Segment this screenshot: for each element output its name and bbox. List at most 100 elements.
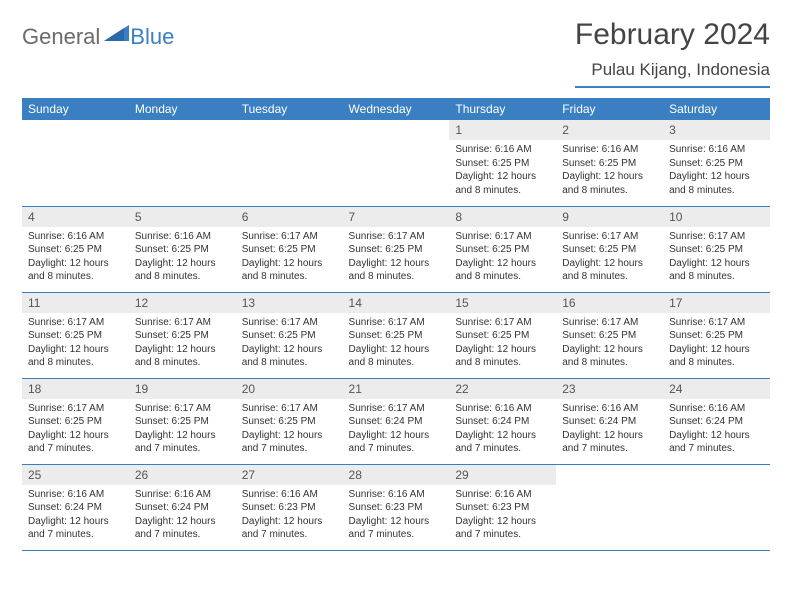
calendar-cell: 26Sunrise: 6:16 AMSunset: 6:24 PMDayligh… [129,464,236,550]
day-number: 14 [343,293,450,313]
day-details: Sunrise: 6:17 AMSunset: 6:25 PMDaylight:… [22,313,129,374]
logo-triangle-icon [104,22,130,48]
calendar-header-row: SundayMondayTuesdayWednesdayThursdayFrid… [22,98,770,120]
day-header: Sunday [22,98,129,120]
calendar-cell [343,120,450,206]
calendar-cell: 10Sunrise: 6:17 AMSunset: 6:25 PMDayligh… [663,206,770,292]
calendar-cell: 9Sunrise: 6:17 AMSunset: 6:25 PMDaylight… [556,206,663,292]
day-number: 26 [129,465,236,485]
day-number: 25 [22,465,129,485]
day-number: 16 [556,293,663,313]
day-number-empty [129,120,236,140]
day-details: Sunrise: 6:16 AMSunset: 6:23 PMDaylight:… [236,485,343,546]
day-number: 1 [449,120,556,140]
calendar-cell: 14Sunrise: 6:17 AMSunset: 6:25 PMDayligh… [343,292,450,378]
calendar-cell [236,120,343,206]
day-details: Sunrise: 6:17 AMSunset: 6:25 PMDaylight:… [663,313,770,374]
day-header: Thursday [449,98,556,120]
day-details: Sunrise: 6:16 AMSunset: 6:25 PMDaylight:… [449,140,556,201]
day-number: 11 [22,293,129,313]
day-number-empty [663,465,770,485]
calendar-week-row: 18Sunrise: 6:17 AMSunset: 6:25 PMDayligh… [22,378,770,464]
calendar-body: 1Sunrise: 6:16 AMSunset: 6:25 PMDaylight… [22,120,770,550]
day-details: Sunrise: 6:17 AMSunset: 6:25 PMDaylight:… [236,399,343,460]
calendar-cell: 28Sunrise: 6:16 AMSunset: 6:23 PMDayligh… [343,464,450,550]
day-number: 4 [22,207,129,227]
day-number: 7 [343,207,450,227]
day-number: 27 [236,465,343,485]
calendar-cell: 1Sunrise: 6:16 AMSunset: 6:25 PMDaylight… [449,120,556,206]
day-details: Sunrise: 6:17 AMSunset: 6:25 PMDaylight:… [22,399,129,460]
day-number: 15 [449,293,556,313]
day-details: Sunrise: 6:17 AMSunset: 6:24 PMDaylight:… [343,399,450,460]
day-number: 2 [556,120,663,140]
day-number: 20 [236,379,343,399]
calendar-cell: 25Sunrise: 6:16 AMSunset: 6:24 PMDayligh… [22,464,129,550]
day-number: 12 [129,293,236,313]
day-details: Sunrise: 6:16 AMSunset: 6:25 PMDaylight:… [129,227,236,288]
logo-text-1: General [22,24,100,50]
day-number: 3 [663,120,770,140]
day-details: Sunrise: 6:17 AMSunset: 6:25 PMDaylight:… [343,313,450,374]
page-title: February 2024 [575,18,770,52]
calendar-cell [129,120,236,206]
calendar-week-row: 4Sunrise: 6:16 AMSunset: 6:25 PMDaylight… [22,206,770,292]
day-number: 9 [556,207,663,227]
location-label: Pulau Kijang, Indonesia [575,60,770,88]
logo: General Blue [22,18,174,50]
header: General Blue February 2024 Pulau Kijang,… [22,18,770,88]
calendar-cell [663,464,770,550]
day-details: Sunrise: 6:16 AMSunset: 6:23 PMDaylight:… [449,485,556,546]
calendar-cell: 18Sunrise: 6:17 AMSunset: 6:25 PMDayligh… [22,378,129,464]
day-number: 28 [343,465,450,485]
day-number: 5 [129,207,236,227]
calendar-cell: 12Sunrise: 6:17 AMSunset: 6:25 PMDayligh… [129,292,236,378]
calendar-cell: 6Sunrise: 6:17 AMSunset: 6:25 PMDaylight… [236,206,343,292]
day-details: Sunrise: 6:16 AMSunset: 6:24 PMDaylight:… [663,399,770,460]
calendar-table: SundayMondayTuesdayWednesdayThursdayFrid… [22,98,770,551]
calendar-cell: 24Sunrise: 6:16 AMSunset: 6:24 PMDayligh… [663,378,770,464]
day-header: Tuesday [236,98,343,120]
day-details: Sunrise: 6:16 AMSunset: 6:25 PMDaylight:… [556,140,663,201]
calendar-cell: 2Sunrise: 6:16 AMSunset: 6:25 PMDaylight… [556,120,663,206]
day-number-empty [343,120,450,140]
day-details: Sunrise: 6:17 AMSunset: 6:25 PMDaylight:… [449,227,556,288]
calendar-week-row: 11Sunrise: 6:17 AMSunset: 6:25 PMDayligh… [22,292,770,378]
calendar-cell: 15Sunrise: 6:17 AMSunset: 6:25 PMDayligh… [449,292,556,378]
day-details: Sunrise: 6:17 AMSunset: 6:25 PMDaylight:… [236,227,343,288]
day-number: 24 [663,379,770,399]
logo-text-2: Blue [130,24,174,50]
calendar-cell: 23Sunrise: 6:16 AMSunset: 6:24 PMDayligh… [556,378,663,464]
day-details: Sunrise: 6:17 AMSunset: 6:25 PMDaylight:… [129,399,236,460]
day-details: Sunrise: 6:16 AMSunset: 6:24 PMDaylight:… [129,485,236,546]
day-number: 18 [22,379,129,399]
day-number: 19 [129,379,236,399]
day-details: Sunrise: 6:16 AMSunset: 6:24 PMDaylight:… [556,399,663,460]
calendar-cell: 11Sunrise: 6:17 AMSunset: 6:25 PMDayligh… [22,292,129,378]
calendar-cell: 4Sunrise: 6:16 AMSunset: 6:25 PMDaylight… [22,206,129,292]
day-details: Sunrise: 6:17 AMSunset: 6:25 PMDaylight:… [556,227,663,288]
day-details: Sunrise: 6:17 AMSunset: 6:25 PMDaylight:… [236,313,343,374]
day-header: Saturday [663,98,770,120]
day-details: Sunrise: 6:16 AMSunset: 6:25 PMDaylight:… [663,140,770,201]
calendar-cell: 17Sunrise: 6:17 AMSunset: 6:25 PMDayligh… [663,292,770,378]
day-details: Sunrise: 6:17 AMSunset: 6:25 PMDaylight:… [556,313,663,374]
day-header: Friday [556,98,663,120]
day-number-empty [22,120,129,140]
day-details: Sunrise: 6:17 AMSunset: 6:25 PMDaylight:… [343,227,450,288]
calendar-cell: 27Sunrise: 6:16 AMSunset: 6:23 PMDayligh… [236,464,343,550]
day-details: Sunrise: 6:17 AMSunset: 6:25 PMDaylight:… [129,313,236,374]
calendar-cell: 21Sunrise: 6:17 AMSunset: 6:24 PMDayligh… [343,378,450,464]
calendar-cell [556,464,663,550]
calendar-week-row: 25Sunrise: 6:16 AMSunset: 6:24 PMDayligh… [22,464,770,550]
day-number: 23 [556,379,663,399]
calendar-cell: 29Sunrise: 6:16 AMSunset: 6:23 PMDayligh… [449,464,556,550]
day-number: 21 [343,379,450,399]
calendar-cell: 13Sunrise: 6:17 AMSunset: 6:25 PMDayligh… [236,292,343,378]
day-number-empty [236,120,343,140]
day-number: 17 [663,293,770,313]
calendar-cell: 20Sunrise: 6:17 AMSunset: 6:25 PMDayligh… [236,378,343,464]
calendar-cell [22,120,129,206]
day-header: Monday [129,98,236,120]
day-details: Sunrise: 6:17 AMSunset: 6:25 PMDaylight:… [663,227,770,288]
